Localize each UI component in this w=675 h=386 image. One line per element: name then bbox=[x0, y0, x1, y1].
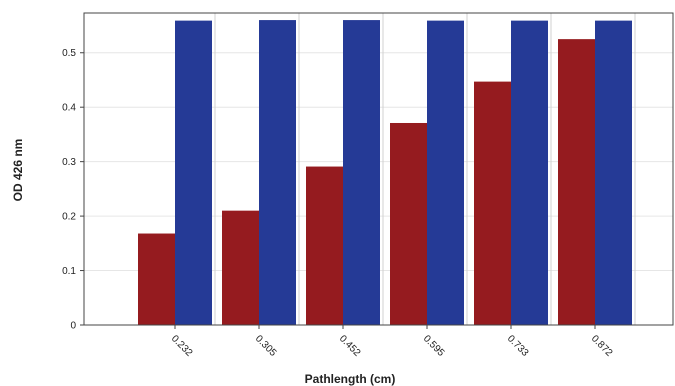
bar bbox=[259, 20, 296, 326]
y-axis-ticks: 0 0.1 0.2 0.3 0.4 0.5 bbox=[62, 48, 84, 332]
bar bbox=[222, 210, 259, 325]
bar bbox=[511, 20, 548, 325]
x-axis-ticks: 0.232 0.305 0.452 0.595 0.733 0.872 bbox=[169, 325, 615, 359]
y-axis-title: OD 426 nm bbox=[11, 139, 25, 202]
plot-frame bbox=[83, 12, 674, 326]
bar bbox=[474, 81, 511, 325]
bar bbox=[427, 20, 464, 325]
y-tick-label: 0.1 bbox=[62, 266, 76, 277]
bar bbox=[343, 20, 380, 326]
bar bbox=[595, 20, 632, 325]
x-tick-label: 0.232 bbox=[169, 333, 195, 359]
y-tick-label: 0.4 bbox=[62, 103, 76, 114]
x-tick-label: 0.872 bbox=[589, 333, 615, 359]
bar bbox=[558, 39, 595, 325]
y-tick-label: 0 bbox=[70, 321, 76, 332]
x-axis-title: Pathlength (cm) bbox=[305, 372, 396, 386]
x-tick-label: 0.452 bbox=[337, 333, 363, 359]
y-tick-label: 0.5 bbox=[62, 48, 76, 59]
bar bbox=[306, 166, 343, 325]
y-tick-label: 0.3 bbox=[62, 157, 76, 168]
x-tick-label: 0.305 bbox=[253, 333, 279, 359]
bars bbox=[138, 20, 632, 326]
bar bbox=[390, 122, 427, 325]
y-tick-label: 0.2 bbox=[62, 212, 76, 223]
bar bbox=[175, 20, 212, 325]
x-tick-label: 0.595 bbox=[421, 333, 447, 359]
bar bbox=[138, 233, 175, 325]
x-tick-label: 0.733 bbox=[505, 333, 531, 359]
